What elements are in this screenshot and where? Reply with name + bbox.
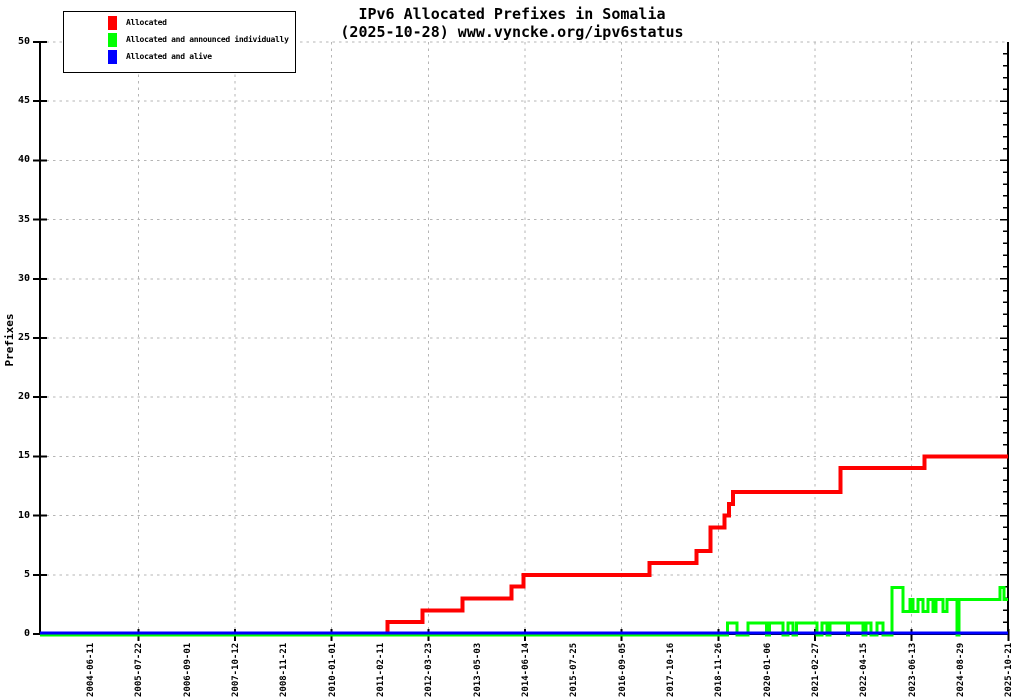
legend-swatch-red <box>108 15 117 30</box>
y-tick-label: 5 <box>23 568 30 580</box>
x-tick-label: 2008-11-21 <box>279 642 290 697</box>
x-tick-label: 2022-04-15 <box>859 642 870 697</box>
y-axis-title: Prefixes <box>3 313 16 367</box>
series-allocated <box>40 454 1008 636</box>
y-tick-label: 50 <box>17 36 30 47</box>
x-tick-label: 2010-01-01 <box>327 642 338 697</box>
legend-item-announced: Allocated and announced individually <box>64 31 295 48</box>
x-tick-label: 2004-06-11 <box>86 642 96 697</box>
y-tick-label: 0 <box>23 628 30 639</box>
x-tick-label: 2024-08-29 <box>955 642 966 697</box>
legend-label: Allocated <box>126 18 167 27</box>
x-tick-label: 2018-11-26 <box>714 642 725 697</box>
legend-label: Allocated and announced individually <box>126 35 289 44</box>
x-tick-label: 2007-10-12 <box>230 642 241 697</box>
legend-item-allocated: Allocated <box>64 14 295 31</box>
legend-label: Allocated and alive <box>126 52 212 61</box>
chart-title: IPv6 Allocated Prefixes in Somalia <box>358 5 666 23</box>
x-tick-label: 2016-09-05 <box>617 642 628 697</box>
x-tick-label: 2025-10-21 <box>1004 642 1015 697</box>
y-tick-label: 45 <box>17 95 30 107</box>
x-tick-label: 2006-09-01 <box>182 642 193 697</box>
x-tick-label: 2021-02-27 <box>810 642 821 697</box>
y-tick-label: 10 <box>17 509 30 521</box>
x-tick-label: 2020-01-06 <box>762 642 773 697</box>
x-tick-label: 2011-02-11 <box>375 642 386 697</box>
legend-swatch-blue <box>108 49 117 64</box>
x-tick-label: 2014-06-14 <box>520 642 531 697</box>
x-tick-label: 2012-03-23 <box>424 642 435 697</box>
x-tick-label: 2017-10-16 <box>665 642 676 697</box>
y-tick-label: 40 <box>17 154 30 166</box>
x-tick-label: 2013-05-03 <box>472 642 483 697</box>
series-allocated-and-announced-individually <box>40 586 1008 637</box>
legend-item-alive: Allocated and alive <box>64 48 295 65</box>
x-tick-label: 2015-07-25 <box>569 642 580 697</box>
y-tick-label: 15 <box>17 450 30 462</box>
y-tick-label: 20 <box>17 391 30 403</box>
legend-swatch-green <box>108 32 117 47</box>
x-tick-label: 2005-07-22 <box>134 642 145 697</box>
chart-subtitle: (2025-10-28) www.vyncke.org/ipv6status <box>340 23 684 41</box>
y-tick-label: 35 <box>17 213 30 225</box>
legend-box: Allocated Allocated and announced indivi… <box>63 11 296 73</box>
x-tick-label: 2023-06-13 <box>907 642 918 697</box>
y-tick-label: 30 <box>17 272 30 284</box>
y-tick-label: 25 <box>17 332 30 343</box>
